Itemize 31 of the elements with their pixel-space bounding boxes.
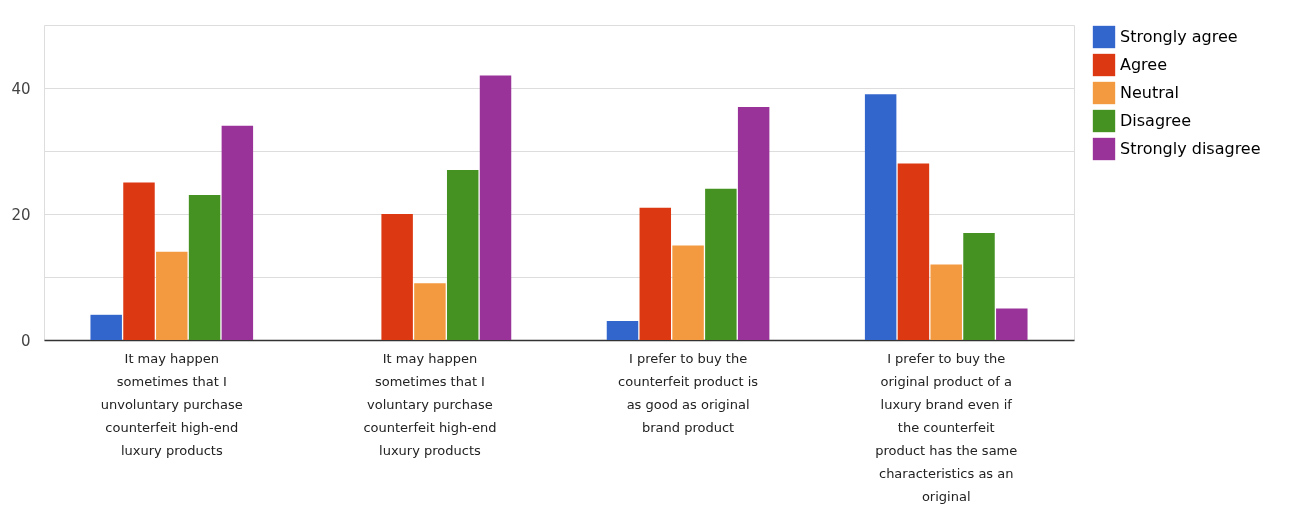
- bar: [479, 75, 512, 340]
- bar: [188, 195, 221, 340]
- bar: [897, 163, 930, 340]
- bar: [996, 308, 1028, 340]
- bar: [90, 314, 122, 340]
- bar: [672, 245, 704, 340]
- y-tick-label: 0: [20, 331, 31, 350]
- legend-label: Agree: [1120, 55, 1168, 74]
- bar: [930, 264, 962, 340]
- bar: [606, 321, 639, 340]
- y-tick-label: 20: [11, 205, 31, 224]
- bar: [414, 283, 446, 340]
- legend-label: Neutral: [1120, 83, 1180, 102]
- bar: [705, 188, 737, 340]
- bar: [963, 232, 995, 340]
- x-tick-label: It may happen sometimes that I unvoluntary purchase counterfeit high-end luxury products: [100, 350, 243, 458]
- y-tick-label: 40: [11, 79, 31, 98]
- legend-label: Strongly agree: [1120, 27, 1238, 46]
- bar: [381, 214, 413, 340]
- legend-label: Strongly disagree: [1120, 139, 1261, 158]
- bar: [737, 106, 770, 340]
- bar: [123, 182, 155, 340]
- x-tick-label: It may happen sometimes that I voluntary purchase counterfeit high-end luxury products: [363, 350, 497, 458]
- bar: [864, 94, 897, 340]
- legend-label: Disagree: [1120, 111, 1191, 130]
- bar: [446, 169, 479, 340]
- x-tick-label: I prefer to buy the original product of a luxury brand even if the counterfeit product has the same characteristics as an original: [875, 350, 1018, 504]
- bar: [221, 125, 254, 340]
- x-tick-label: I prefer to buy the counterfeit product is as good as original brand product: [618, 350, 759, 435]
- bar: [156, 251, 188, 340]
- bar: [639, 207, 672, 340]
